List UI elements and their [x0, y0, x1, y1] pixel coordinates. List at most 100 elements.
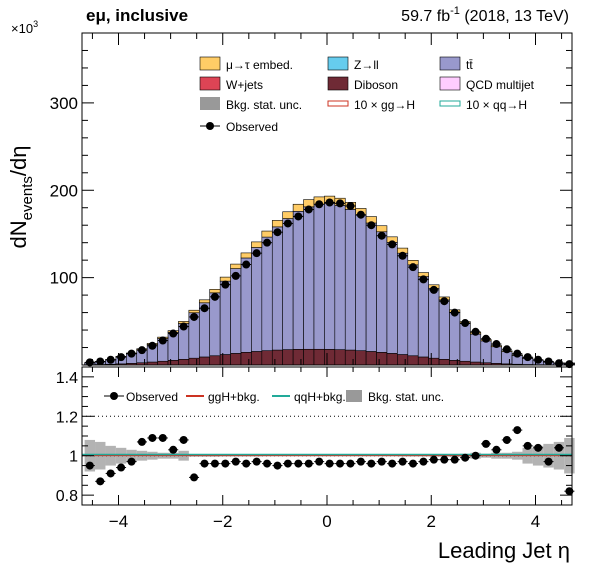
- bar-tt--26: [356, 215, 366, 350]
- observed-point-15: [242, 261, 250, 269]
- bar-Diboson-16: [251, 351, 261, 365]
- y-axis-label: dNevents/dη: [6, 146, 36, 249]
- legend-diboson-label: Diboson: [354, 78, 398, 92]
- observed-point-19: [284, 219, 292, 227]
- bar-Diboson-9: [178, 359, 188, 365]
- bar--embed--13: [220, 277, 230, 281]
- bar-tt--33: [429, 288, 439, 358]
- bar-tt--29: [387, 242, 397, 353]
- ratio-point-17: [263, 460, 271, 468]
- legend-w-jets-label: W+jets: [226, 78, 263, 92]
- bar-Diboson-26: [356, 351, 366, 365]
- ratio-point-25: [346, 460, 354, 468]
- ratio-point-45: [555, 444, 563, 452]
- ratio-point-12: [211, 460, 219, 468]
- bar-Diboson-15: [241, 352, 251, 365]
- bar-tt--35: [450, 312, 460, 360]
- ratio-xtick-label-4: 4: [531, 512, 540, 531]
- ratio-point-24: [336, 460, 344, 468]
- bar-tt--27: [366, 223, 376, 351]
- bar--embed--10: [189, 310, 199, 313]
- legend-10-gg-h-swatch: [328, 101, 348, 106]
- bar-tt--17: [262, 237, 272, 351]
- bar-Diboson-20: [293, 349, 303, 365]
- main-ytick-label-300: 300: [50, 94, 78, 113]
- legend: μ→τ embed. Z→ll tt̄ W+jets Diboson QCD multij…: [196, 52, 548, 140]
- observed-point-37: [472, 328, 480, 336]
- observed-point-34: [440, 297, 448, 305]
- bar-tt--40: [502, 352, 512, 364]
- observed-point-42: [524, 353, 532, 361]
- bar-Diboson-23: [324, 349, 334, 365]
- bar-tt--25: [345, 209, 355, 350]
- ratio-point-18: [273, 462, 281, 470]
- observed-point-25: [346, 202, 354, 210]
- bar-tt--15: [241, 258, 251, 352]
- bar-Diboson-18: [272, 350, 282, 365]
- channel-label: eμ, inclusive: [86, 6, 188, 25]
- ratio-legend-bkg-stat-unc--label: Bkg. stat. unc.: [368, 390, 444, 404]
- ratio-point-44: [545, 458, 553, 466]
- legend-z-ll-swatch: [328, 57, 348, 70]
- observed-point-38: [482, 335, 490, 343]
- observed-point-31: [409, 263, 417, 271]
- ratio-point-11: [201, 460, 209, 468]
- bar-Diboson-35: [450, 360, 460, 365]
- ratio-point-36: [461, 454, 469, 462]
- legend--embed--label: μ→τ embed.: [226, 58, 293, 72]
- observed-point-28: [378, 232, 386, 240]
- observed-point-26: [357, 211, 365, 219]
- legend-w-jets-swatch: [200, 77, 220, 90]
- bar-Diboson-17: [262, 351, 272, 365]
- bar-Diboson-25: [345, 350, 355, 365]
- ratio-legend-bkg-stat-unc--swatch: [346, 390, 362, 402]
- observed-point-1: [96, 358, 104, 366]
- observed-point-35: [451, 309, 459, 317]
- ratio-point-16: [253, 458, 261, 466]
- observed-point-13: [221, 281, 229, 289]
- ratio-xtick-label--4: −4: [109, 512, 128, 531]
- bar-tt--24: [335, 205, 345, 349]
- bar-Diboson-11: [199, 357, 209, 365]
- ratio-legend-observed-label: Observed: [126, 390, 178, 404]
- bar-Diboson-24: [335, 350, 345, 365]
- observed-point-41: [513, 350, 521, 358]
- bar-tt--31: [408, 265, 418, 356]
- bar-tt--20: [293, 211, 303, 349]
- bar--embed--18: [272, 220, 282, 226]
- bar-Diboson-14: [231, 353, 241, 365]
- ratio-ytick-label-0.8: 0.8: [56, 488, 78, 505]
- bar--embed--28: [377, 226, 387, 232]
- ratio-point-22: [315, 458, 323, 466]
- bar-Diboson-10: [189, 358, 199, 365]
- legend-observed-label: Observed: [226, 120, 278, 134]
- ratio-legend-ggh-bkg--label: ggH+bkg.: [208, 390, 260, 404]
- ratio-point-5: [138, 438, 146, 446]
- ratio-observed-points: [85, 426, 575, 495]
- legend-z-ll-label: Z→ll: [354, 58, 379, 72]
- bar-Diboson-31: [408, 356, 418, 365]
- ratio-point-29: [388, 460, 396, 468]
- legend-diboson-swatch: [328, 77, 348, 90]
- observed-point-18: [273, 228, 281, 236]
- bar--embed--16: [251, 242, 261, 248]
- bar-Diboson-13: [220, 355, 230, 365]
- bar-tt--38: [481, 341, 491, 363]
- bar-tt--34: [439, 300, 449, 359]
- bar--embed--17: [262, 231, 272, 237]
- legend-tt--swatch: [440, 57, 460, 70]
- observed-point-36: [461, 319, 469, 327]
- observed-point-14: [232, 272, 240, 280]
- ratio-point-19: [284, 460, 292, 468]
- ratio-point-35: [451, 456, 459, 464]
- ratio-point-39: [492, 446, 500, 454]
- ratio-point-38: [482, 440, 490, 448]
- ratio-point-4: [128, 458, 136, 466]
- observed-point-16: [253, 249, 261, 257]
- bar-tt--18: [272, 227, 282, 350]
- bar-Diboson-8: [168, 360, 178, 365]
- ratio-point-34: [440, 456, 448, 464]
- bar-tt--32: [418, 277, 428, 357]
- ratio-xtick-label-2: 2: [427, 512, 436, 531]
